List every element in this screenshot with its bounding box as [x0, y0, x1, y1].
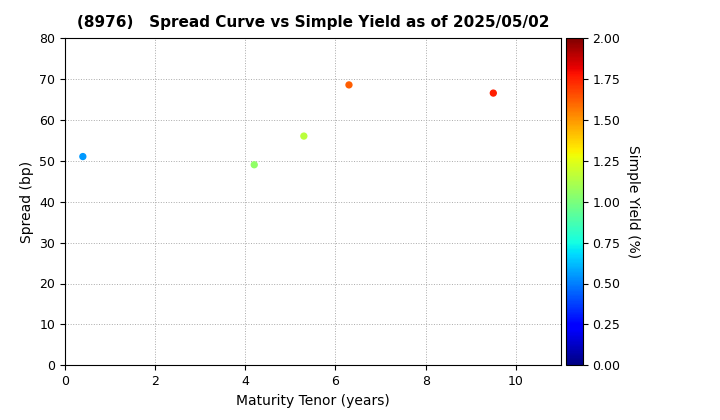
Point: [343, 81, 355, 88]
Point: [298, 133, 310, 139]
Point: [77, 153, 89, 160]
Point: [248, 161, 260, 168]
X-axis label: Maturity Tenor (years): Maturity Tenor (years): [236, 394, 390, 408]
Y-axis label: Spread (bp): Spread (bp): [19, 160, 34, 243]
Point: [487, 90, 499, 97]
Title: (8976)   Spread Curve vs Simple Yield as of 2025/05/02: (8976) Spread Curve vs Simple Yield as o…: [76, 15, 549, 30]
Y-axis label: Simple Yield (%): Simple Yield (%): [626, 145, 640, 258]
